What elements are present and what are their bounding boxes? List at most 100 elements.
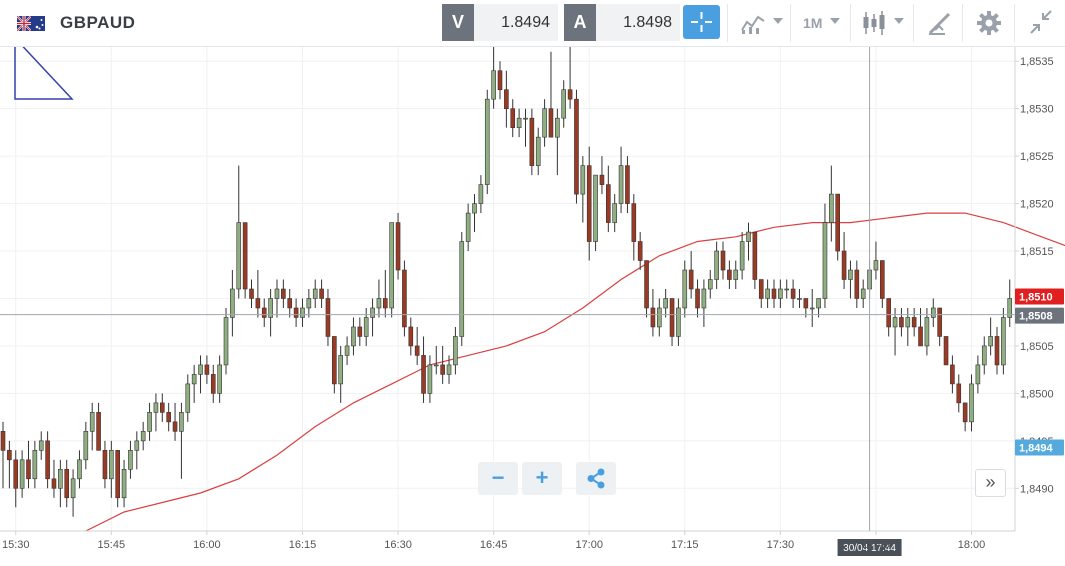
candle[interactable] bbox=[0, 421, 6, 489]
candle[interactable] bbox=[179, 402, 184, 479]
candle[interactable] bbox=[332, 336, 337, 394]
candle[interactable] bbox=[752, 231, 758, 289]
candle[interactable] bbox=[281, 279, 286, 308]
candle[interactable] bbox=[771, 279, 777, 308]
candle[interactable] bbox=[892, 307, 898, 356]
candle[interactable] bbox=[924, 307, 930, 356]
candle[interactable] bbox=[714, 241, 719, 289]
candle[interactable] bbox=[956, 374, 962, 413]
candle[interactable] bbox=[319, 279, 324, 308]
candle[interactable] bbox=[261, 298, 267, 327]
candle[interactable] bbox=[516, 108, 522, 138]
drawing-tools-button[interactable] bbox=[925, 8, 955, 38]
candle[interactable] bbox=[593, 174, 598, 252]
candle[interactable] bbox=[32, 440, 38, 489]
candle[interactable] bbox=[414, 326, 420, 365]
candle[interactable] bbox=[249, 279, 254, 308]
candle[interactable] bbox=[58, 459, 63, 508]
candle[interactable] bbox=[255, 270, 261, 318]
candle[interactable] bbox=[217, 355, 222, 403]
candle[interactable] bbox=[306, 289, 312, 318]
candle[interactable] bbox=[727, 260, 732, 289]
candle[interactable] bbox=[102, 440, 108, 489]
candle[interactable] bbox=[408, 317, 414, 356]
zoom-out-button[interactable]: − bbox=[478, 462, 518, 495]
candle[interactable] bbox=[790, 279, 796, 308]
candlestick-button[interactable] bbox=[860, 8, 906, 38]
candle[interactable] bbox=[618, 146, 624, 214]
candle[interactable] bbox=[45, 431, 50, 489]
candle[interactable] bbox=[109, 440, 114, 498]
candle[interactable] bbox=[778, 279, 783, 308]
candle[interactable] bbox=[459, 232, 465, 346]
candle[interactable] bbox=[656, 298, 662, 337]
candle[interactable] bbox=[497, 61, 503, 100]
candle[interactable] bbox=[185, 374, 191, 422]
collapse-button[interactable] bbox=[1026, 8, 1056, 38]
candle[interactable] bbox=[720, 241, 726, 280]
candle[interactable] bbox=[746, 222, 751, 261]
candle[interactable] bbox=[344, 336, 350, 365]
candle[interactable] bbox=[809, 289, 815, 327]
candle[interactable] bbox=[580, 156, 586, 223]
candle[interactable] bbox=[274, 279, 280, 318]
candle[interactable] bbox=[38, 431, 44, 460]
candle[interactable] bbox=[478, 175, 484, 214]
candle[interactable] bbox=[637, 232, 643, 271]
candle[interactable] bbox=[421, 336, 426, 403]
candle[interactable] bbox=[363, 307, 369, 346]
candle[interactable] bbox=[121, 459, 127, 508]
candle[interactable] bbox=[797, 289, 802, 308]
candle[interactable] bbox=[70, 469, 76, 517]
share-button[interactable] bbox=[576, 462, 616, 495]
candle[interactable] bbox=[453, 326, 458, 375]
candle[interactable] bbox=[943, 336, 949, 366]
candle[interactable] bbox=[905, 307, 911, 346]
settings-button[interactable] bbox=[974, 8, 1004, 38]
candle[interactable] bbox=[357, 317, 363, 346]
candle[interactable] bbox=[930, 298, 936, 327]
candle[interactable] bbox=[880, 260, 885, 308]
candle[interactable] bbox=[994, 326, 1000, 375]
candle[interactable] bbox=[1007, 279, 1013, 327]
candle[interactable] bbox=[542, 99, 547, 147]
candle[interactable] bbox=[644, 260, 649, 318]
candle[interactable] bbox=[433, 345, 439, 375]
candle[interactable] bbox=[51, 459, 57, 498]
chart-type-button[interactable] bbox=[739, 8, 785, 38]
candle[interactable] bbox=[529, 108, 535, 176]
candle[interactable] bbox=[733, 260, 739, 289]
candle[interactable] bbox=[676, 298, 681, 346]
candle[interactable] bbox=[599, 156, 605, 195]
candle[interactable] bbox=[695, 279, 700, 318]
scroll-to-latest-button[interactable]: » bbox=[975, 469, 1006, 497]
candle[interactable] bbox=[89, 402, 95, 451]
candle[interactable] bbox=[166, 402, 171, 432]
candle[interactable] bbox=[147, 402, 152, 441]
candle[interactable] bbox=[268, 289, 273, 337]
candle[interactable] bbox=[822, 203, 828, 308]
timeframe-button[interactable]: 1M bbox=[800, 8, 844, 38]
candle[interactable] bbox=[663, 289, 668, 318]
candle[interactable] bbox=[950, 355, 955, 394]
candle[interactable] bbox=[13, 450, 19, 508]
candle[interactable] bbox=[134, 431, 140, 470]
candle[interactable] bbox=[383, 270, 388, 318]
candle[interactable] bbox=[860, 279, 866, 308]
candle[interactable] bbox=[937, 307, 942, 346]
candle[interactable] bbox=[465, 203, 471, 252]
candle[interactable] bbox=[395, 213, 401, 280]
candle[interactable] bbox=[446, 355, 452, 384]
candle[interactable] bbox=[841, 232, 847, 289]
crosshair-button[interactable] bbox=[683, 5, 720, 39]
candle[interactable] bbox=[975, 355, 981, 394]
candle[interactable] bbox=[128, 440, 133, 479]
candle[interactable] bbox=[287, 289, 293, 318]
candle[interactable] bbox=[312, 279, 318, 308]
candle[interactable] bbox=[829, 165, 834, 242]
candle[interactable] bbox=[848, 260, 853, 299]
candle[interactable] bbox=[293, 298, 299, 327]
candle[interactable] bbox=[854, 260, 860, 308]
candle[interactable] bbox=[223, 307, 229, 375]
candle[interactable] bbox=[669, 298, 675, 346]
